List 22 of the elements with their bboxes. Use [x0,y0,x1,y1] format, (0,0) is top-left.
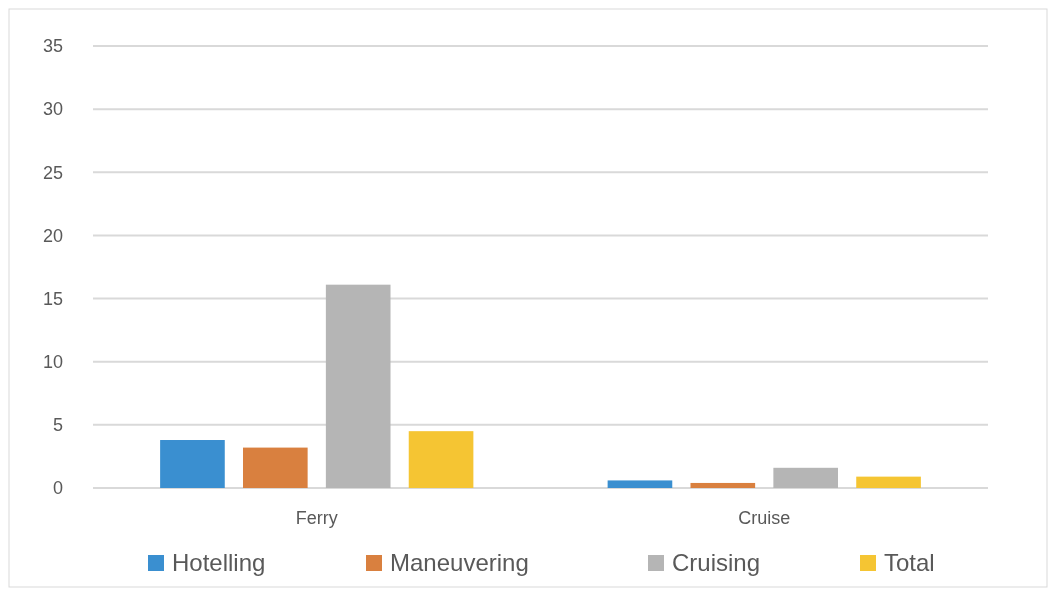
legend-label: Total [884,549,935,577]
y-tick-label: 25 [42,162,63,183]
x-tick-label: Cruise [738,508,791,528]
bar [773,467,838,488]
y-tick-label: 15 [42,288,63,309]
legend-label: Hotelling [172,549,266,577]
y-tick-label: 5 [52,415,63,436]
y-tick-label: 0 [52,478,63,499]
y-tick-label: 20 [42,225,63,246]
x-tick-label: Ferry [295,508,338,528]
y-tick-label: 10 [42,352,63,373]
bar [607,480,673,488]
bar [856,476,921,488]
y-tick-label: 30 [42,99,63,120]
legend-label: Cruising [672,549,761,577]
y-tick-label: 35 [42,36,63,57]
bar [243,447,308,488]
bar [408,431,474,488]
bar [325,284,391,488]
legend-label: Maneuvering [390,549,529,577]
bar [160,440,225,488]
bar [690,482,756,488]
